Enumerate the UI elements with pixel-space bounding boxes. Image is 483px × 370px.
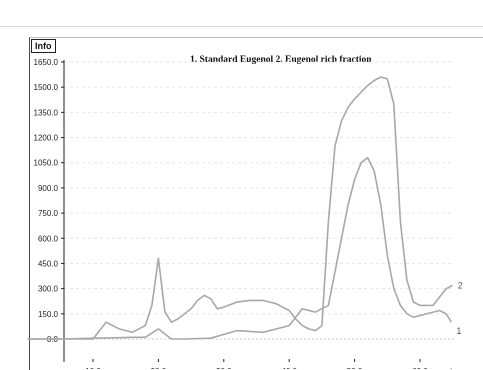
y-tick-label: 150.0 — [38, 310, 59, 319]
y-tick-label: 1500.0 — [34, 83, 59, 92]
y-tick-label: 1200.0 — [34, 134, 59, 143]
y-tick-label: 600.0 — [38, 234, 59, 243]
top-strip — [0, 0, 483, 27]
y-tick-label: 450.0 — [38, 259, 59, 268]
series-label-2: 2 — [458, 280, 463, 290]
y-tick-label: 900.0 — [38, 184, 59, 193]
y-tick-label: 750.0 — [38, 209, 59, 218]
x-tick-label: 60.0 — [412, 367, 428, 369]
y-tick-label: 1650.0 — [34, 58, 59, 67]
info-tab[interactable]: Info — [31, 39, 56, 53]
x-tick-label: 30.0 — [216, 367, 232, 369]
y-tick-label: 1050.0 — [34, 159, 59, 168]
series-line-2 — [27, 76, 454, 340]
x-tick-label: 20.0 — [151, 367, 167, 369]
x-unit-label: min — [444, 367, 457, 369]
x-tick-label: 50.0 — [347, 367, 363, 369]
x-tick-label: 40.0 — [281, 367, 297, 369]
series-line-1 — [27, 156, 453, 340]
series-label-1: 1 — [456, 326, 461, 336]
x-tick-label: 10.0 — [85, 367, 101, 369]
y-tick-label: 1350.0 — [34, 108, 59, 117]
y-tick-label: 300.0 — [38, 285, 59, 294]
chart-title: 1. Standard Eugenol 2. Eugenol rich frac… — [190, 55, 372, 65]
